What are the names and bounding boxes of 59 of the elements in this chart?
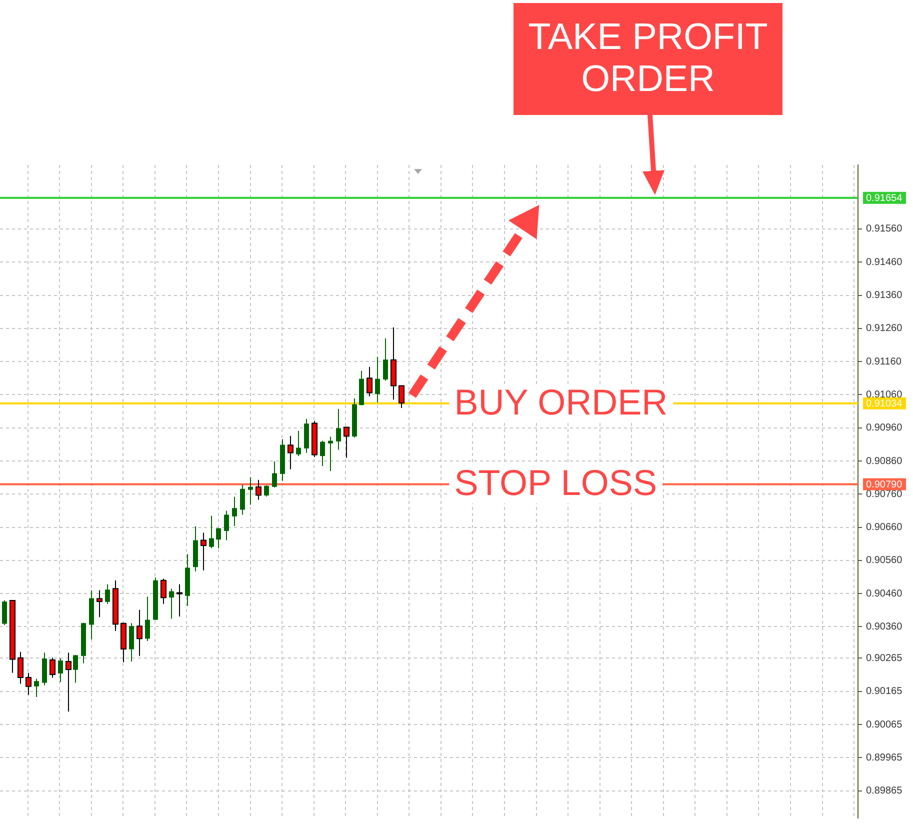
candlestick — [2, 600, 7, 626]
candlestick — [320, 440, 325, 466]
y-tick-label: 0.90560 — [866, 555, 903, 566]
candlestick — [136, 609, 142, 656]
candlestick — [58, 658, 63, 683]
candlestick — [398, 384, 404, 408]
y-tick-label: 0.91460 — [866, 256, 903, 268]
candlestick — [288, 435, 294, 470]
ref-line-label: STOP LOSS — [454, 462, 657, 504]
y-tick-label: 0.90165 — [866, 686, 903, 698]
candlestick — [50, 657, 56, 678]
y-tick-label: 0.91160 — [866, 356, 902, 368]
candlestick — [232, 496, 237, 526]
y-tick-label: 0.91360 — [866, 290, 903, 302]
candlestick — [96, 590, 102, 618]
text: 0.91654 — [866, 193, 903, 204]
candlestick — [383, 338, 388, 382]
y-tick-label: 0.91560 — [866, 224, 903, 235]
candlestick — [272, 460, 277, 488]
text: 0.91034 — [866, 398, 903, 410]
candlestick — [200, 532, 206, 571]
candlestick — [34, 678, 39, 698]
candlestick — [26, 672, 32, 696]
y-tick-label: 0.90760 — [866, 488, 903, 500]
candlestick — [264, 485, 269, 497]
y-tick-label: 0.91060 — [866, 389, 903, 400]
candlestick — [216, 527, 221, 549]
candlestick — [66, 652, 72, 712]
y-tick-label: 0.90265 — [866, 652, 903, 664]
candlestick — [73, 654, 78, 684]
candlestick — [256, 479, 262, 500]
candlestick — [224, 510, 229, 541]
candlestick — [366, 366, 372, 397]
ref-line-label: BUY ORDER — [454, 381, 668, 422]
y-tick-label: 0.89865 — [866, 786, 903, 797]
candlestick — [240, 484, 245, 516]
text: 0.90790 — [866, 479, 903, 490]
candlestick — [328, 436, 333, 472]
y-tick-label: 0.90660 — [866, 522, 903, 534]
y-tick-label: 0.90065 — [866, 719, 903, 730]
candlestick — [375, 356, 380, 403]
candlestick — [296, 430, 301, 457]
y-tick-label: 0.90960 — [866, 422, 903, 434]
candlestick — [160, 578, 166, 604]
candlestick — [145, 596, 150, 642]
candlestick — [344, 426, 350, 458]
candlestick — [105, 584, 110, 604]
candlestick — [129, 622, 134, 662]
ref-line-label: TAKE PROFIT ORDER — [528, 16, 768, 100]
candlestick — [169, 588, 174, 620]
y-tick-label: 0.90460 — [866, 588, 903, 600]
candlestick — [209, 515, 214, 549]
y-tick-label: 0.91260 — [866, 323, 903, 334]
candlestick — [248, 476, 253, 506]
candlestick — [336, 408, 341, 450]
candlestick — [18, 651, 24, 684]
y-tick-label: 0.89965 — [866, 752, 903, 764]
y-tick-label: 0.90360 — [866, 621, 903, 632]
y-tick-label: 0.90860 — [866, 456, 903, 467]
